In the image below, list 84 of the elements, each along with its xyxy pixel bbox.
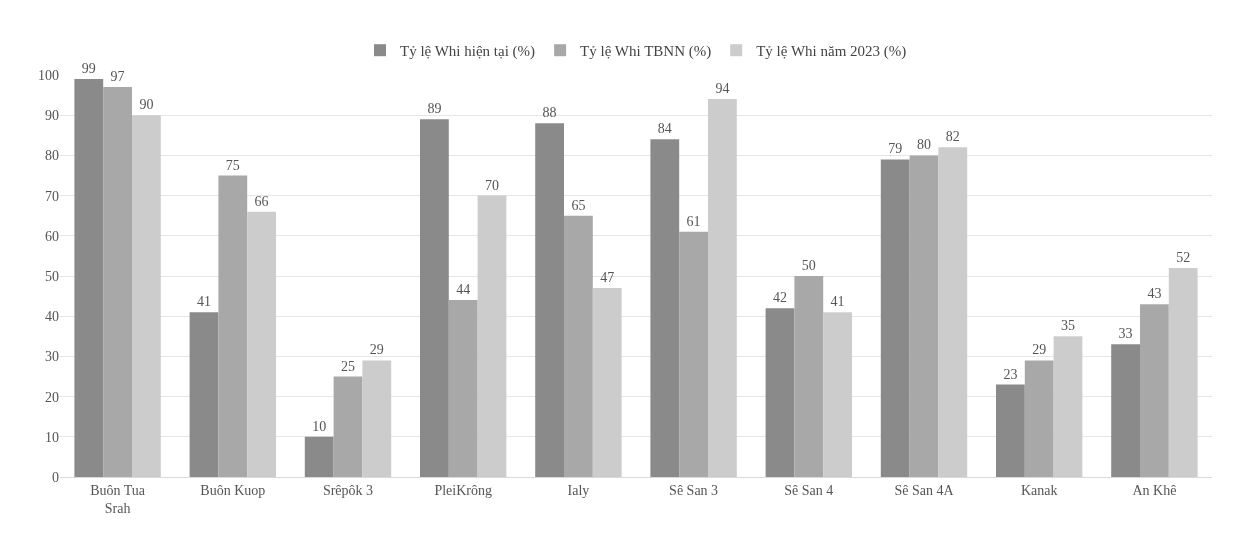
data-label: 33 xyxy=(1118,326,1133,342)
data-label: 47 xyxy=(600,270,615,286)
bar xyxy=(650,139,680,477)
y-tick-label: 10 xyxy=(45,429,59,445)
bar xyxy=(996,384,1025,477)
data-label: 29 xyxy=(369,342,384,358)
bar xyxy=(103,87,132,477)
x-tick-label: Srêpôk 3 xyxy=(322,482,374,498)
bar xyxy=(477,195,507,477)
data-label: 29 xyxy=(1032,342,1047,358)
x-tick-label: PleiKrông xyxy=(434,482,492,498)
legend-label: Tỷ lệ Whi hiện tại (%) xyxy=(400,43,536,61)
bar xyxy=(880,159,910,477)
data-label: 90 xyxy=(139,97,154,113)
data-label: 80 xyxy=(917,137,931,153)
data-label: 97 xyxy=(110,69,125,85)
y-tick-label: 50 xyxy=(45,268,59,284)
bar xyxy=(938,147,968,477)
data-label: 35 xyxy=(1061,318,1075,334)
data-label: 43 xyxy=(1147,286,1162,302)
bar xyxy=(132,115,161,477)
bar xyxy=(304,436,334,477)
bar xyxy=(218,175,248,477)
y-tick-label: 30 xyxy=(45,349,59,365)
data-label: 25 xyxy=(341,358,355,374)
x-tick-label: Kanak xyxy=(1020,482,1058,498)
bar xyxy=(189,312,219,477)
y-tick-label: 80 xyxy=(45,148,59,164)
bar xyxy=(1024,360,1054,477)
x-tick-label: Ialy xyxy=(567,482,590,498)
x-tick-label: An Khê xyxy=(1132,482,1177,498)
data-label: 89 xyxy=(427,101,442,117)
bar xyxy=(333,376,363,477)
y-tick-label: 70 xyxy=(45,188,59,204)
y-tick-label: 20 xyxy=(45,389,59,405)
data-label: 41 xyxy=(197,294,211,310)
bar xyxy=(362,360,392,477)
data-label: 75 xyxy=(225,157,240,173)
data-label: 41 xyxy=(830,294,845,310)
bar xyxy=(1111,344,1140,477)
x-tick-label: Sê San 4 xyxy=(784,482,834,498)
bar xyxy=(794,276,824,477)
data-label: 61 xyxy=(686,213,701,229)
data-label: 23 xyxy=(1003,366,1018,382)
data-label: 84 xyxy=(657,121,672,137)
bar xyxy=(535,123,564,477)
x-tick-label: Sê San 3 xyxy=(669,482,719,498)
data-label: 52 xyxy=(1176,249,1191,265)
y-tick-label: 0 xyxy=(52,469,59,485)
x-tick-label: Buôn Kuop xyxy=(200,482,266,498)
data-label: 70 xyxy=(485,177,499,193)
data-label: 99 xyxy=(81,61,96,77)
x-tick-label: Sê San 4A xyxy=(894,482,955,498)
bar xyxy=(708,99,737,477)
bar xyxy=(909,155,939,477)
bar xyxy=(765,308,795,477)
bar xyxy=(1053,336,1083,477)
bar xyxy=(74,79,104,477)
bar xyxy=(592,288,622,477)
data-label: 66 xyxy=(254,193,269,209)
data-label: 79 xyxy=(888,141,903,157)
data-label: 50 xyxy=(801,258,816,273)
bar xyxy=(1140,304,1169,477)
bar xyxy=(823,312,852,477)
data-label: 44 xyxy=(456,282,471,298)
bar xyxy=(679,231,708,477)
data-label: 10 xyxy=(312,418,327,434)
bar xyxy=(564,215,593,477)
legend-label: Tỷ lệ Whi TBNN (%) xyxy=(580,43,712,61)
bar xyxy=(1168,267,1198,477)
data-label: 82 xyxy=(945,129,960,145)
bar xyxy=(420,119,449,477)
y-tick-label: 90 xyxy=(45,108,59,124)
bar xyxy=(247,211,276,477)
y-tick-label: 100 xyxy=(38,67,59,83)
data-label: 94 xyxy=(715,81,730,97)
data-label: 42 xyxy=(773,290,787,306)
data-label: 65 xyxy=(571,197,586,213)
data-label: 88 xyxy=(542,105,557,121)
x-tick-label: Buôn Tua Srah xyxy=(90,482,146,516)
y-tick-label: 60 xyxy=(45,228,59,244)
legend-label: Tỷ lệ Whi năm 2023 (%) xyxy=(756,43,907,61)
bar xyxy=(448,300,478,477)
y-tick-label: 40 xyxy=(45,309,59,325)
